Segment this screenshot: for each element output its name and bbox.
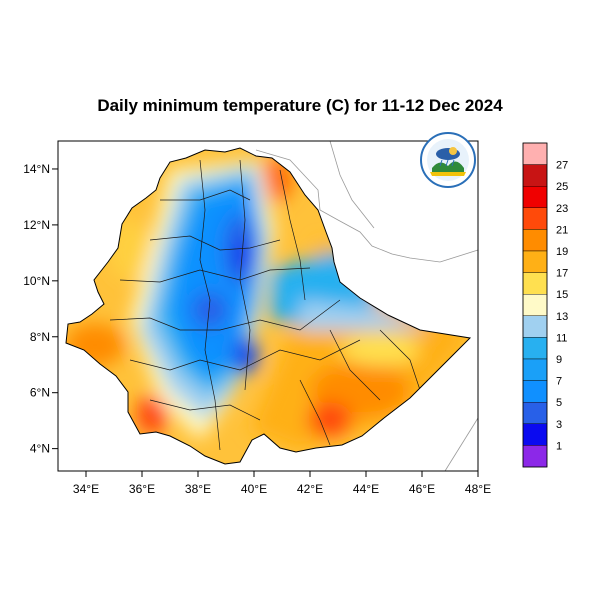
- colorbar-label: 19: [556, 246, 568, 258]
- colorbar-label: 15: [556, 289, 568, 301]
- y-tick-label: 6°N: [30, 386, 50, 400]
- colorbar-swatch: [522, 207, 548, 230]
- ethiopian-meteorology-institute-logo: [420, 132, 476, 188]
- colorbar-swatch: [522, 402, 548, 425]
- colorbar-label: 7: [556, 376, 562, 388]
- colorbar-swatch: [522, 164, 548, 187]
- colorbar-label: 5: [556, 397, 562, 409]
- colorbar-swatch: [522, 142, 548, 165]
- y-tick-label: 12°N: [23, 218, 50, 232]
- x-tick-label: 36°E: [129, 482, 155, 496]
- colorbar: 27 25 23 21 19 17 15 13 11 9 7 5 3 1: [522, 142, 568, 468]
- x-axis: 34°E 36°E 38°E 40°E 42°E 44°E 46°E 48°E: [73, 471, 491, 496]
- colorbar-label: 17: [556, 268, 568, 280]
- colorbar-label: 13: [556, 311, 568, 323]
- admin-boundaries: [109, 159, 421, 451]
- colorbar-swatch: [522, 358, 548, 381]
- colorbar-label: 3: [556, 419, 562, 431]
- x-tick-label: 42°E: [297, 482, 323, 496]
- colorbar-swatch: [522, 380, 548, 403]
- x-tick-label: 34°E: [73, 482, 99, 496]
- x-tick-label: 38°E: [185, 482, 211, 496]
- y-tick-label: 14°N: [23, 162, 50, 176]
- neighbor-borders: [255, 140, 479, 472]
- colorbar-swatch: [522, 229, 548, 252]
- colorbar-swatch: [522, 250, 548, 273]
- colorbar-swatch: [522, 185, 548, 208]
- x-tick-label: 48°E: [465, 482, 491, 496]
- colorbar-swatch: [522, 272, 548, 295]
- colorbar-label: 9: [556, 354, 562, 366]
- colorbar-label: 11: [556, 332, 567, 344]
- colorbar-swatch: [522, 315, 548, 338]
- colorbar-swatch: [522, 294, 548, 317]
- y-tick-label: 10°N: [23, 274, 50, 288]
- map-border: [57, 140, 479, 472]
- chart-title: Daily minimum temperature (C) for 11-12 …: [97, 96, 503, 115]
- colorbar-swatch: [522, 445, 548, 468]
- colorbar-label: 1: [556, 440, 562, 452]
- colorbar-label: 27: [556, 160, 568, 172]
- country-outline: [65, 147, 472, 465]
- colorbar-label: 21: [556, 224, 568, 236]
- y-tick-label: 8°N: [30, 330, 50, 344]
- colorbar-swatch: [522, 423, 548, 446]
- colorbar-swatch: [522, 337, 548, 360]
- x-tick-label: 40°E: [241, 482, 267, 496]
- y-axis: 4°N 6°N 8°N 10°N 12°N 14°N: [23, 162, 58, 456]
- colorbar-label: 25: [556, 181, 568, 193]
- x-tick-label: 46°E: [409, 482, 435, 496]
- x-tick-label: 44°E: [353, 482, 379, 496]
- y-tick-label: 4°N: [30, 442, 50, 456]
- colorbar-label: 23: [556, 203, 568, 215]
